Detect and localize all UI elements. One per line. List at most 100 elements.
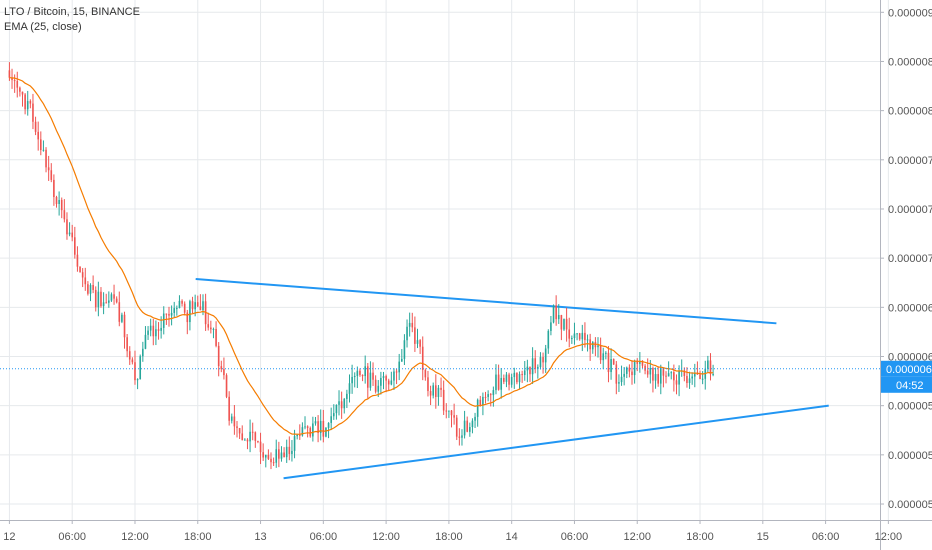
candle-body (257, 440, 259, 442)
candle-body (309, 427, 312, 437)
candle (670, 371, 673, 380)
support-trendline (283, 404, 829, 480)
candle (142, 341, 144, 362)
candle-body (176, 308, 178, 310)
candle-body (500, 377, 503, 390)
candle-body (55, 197, 58, 205)
candle (45, 147, 47, 173)
current-price-value: 0.00000610 (886, 364, 932, 376)
candle (236, 421, 238, 438)
candle-body (495, 374, 497, 391)
candle-body (691, 376, 693, 379)
candle-body (332, 413, 335, 417)
candle (105, 293, 108, 304)
time-axis[interactable]: 12 06:00 12:00 18:00 13 06:00 12:00 18:00 14 06:0… (0, 520, 932, 543)
candle (170, 305, 173, 326)
candle (157, 322, 160, 340)
candle (673, 364, 675, 392)
candle-body (372, 372, 374, 380)
candle (267, 449, 270, 461)
candle-body (87, 284, 89, 294)
candle (508, 372, 510, 391)
candle-body (270, 458, 272, 463)
candle (529, 366, 531, 382)
candle-body (458, 436, 461, 438)
price-tick-label: 0.00000780 (888, 155, 932, 167)
candle (189, 299, 191, 331)
time-tick-label: 18:00 (184, 531, 212, 543)
candle-body (186, 312, 189, 323)
candle-body (251, 431, 254, 433)
candle (693, 363, 696, 388)
price-tick-label: 0.00000540 (888, 450, 932, 462)
candle-body (123, 314, 126, 338)
candle (359, 368, 361, 377)
candle-body (654, 374, 657, 381)
candle (584, 322, 586, 348)
candle-body (406, 326, 408, 341)
candle-body (605, 352, 607, 354)
candle-body (325, 427, 327, 437)
candle (675, 374, 678, 395)
price-axis[interactable]: 0.00000500 0.00000540 0.00000580 0.00000620… (880, 0, 932, 550)
time-tick-label: 14 (506, 531, 518, 543)
candle-body (675, 380, 678, 385)
candle-body (207, 324, 210, 328)
candle (463, 410, 466, 439)
candle-body (628, 367, 631, 372)
candle-body (278, 449, 280, 459)
candle-body (678, 371, 680, 385)
candle (427, 370, 429, 397)
candle-body (330, 416, 332, 423)
candle-body (230, 416, 233, 421)
candle (259, 432, 262, 465)
price-tick-label: 0.00000860 (888, 56, 932, 68)
candle (686, 367, 688, 388)
candle (113, 284, 115, 305)
candle (372, 362, 374, 386)
candle (610, 348, 612, 380)
candle (691, 372, 693, 385)
candle (382, 371, 385, 390)
candle (168, 306, 170, 327)
candle-body (612, 359, 615, 365)
candle (81, 268, 84, 288)
candle (212, 327, 215, 339)
candle (181, 299, 183, 307)
candle (623, 367, 625, 386)
candle-body (414, 327, 416, 344)
candle-body (537, 366, 539, 369)
candle (542, 352, 544, 374)
candle-body (353, 375, 356, 377)
candle-body (152, 325, 155, 337)
candle (152, 318, 155, 346)
candle (199, 294, 202, 311)
candle (482, 392, 484, 416)
candle (102, 292, 105, 315)
candle (60, 197, 63, 219)
candle (283, 447, 285, 458)
candle-body (445, 410, 448, 412)
candle (526, 359, 529, 383)
candle-body (461, 435, 463, 438)
candle (176, 305, 178, 316)
candle-body (421, 346, 424, 370)
candle (155, 320, 157, 346)
candle-body (361, 374, 364, 377)
candle-body (335, 404, 338, 414)
candle (191, 296, 194, 314)
candle (385, 374, 387, 393)
candle-body (516, 372, 518, 383)
candle-body (707, 360, 709, 369)
candle-body (202, 301, 204, 311)
candle-body (298, 434, 301, 436)
candle (126, 334, 128, 358)
candle-body (327, 422, 330, 428)
price-tick-label: 0.00000580 (888, 401, 932, 413)
candle (374, 375, 377, 394)
time-tick-label: 06:00 (812, 531, 840, 543)
candle-body (599, 345, 602, 361)
candle (586, 334, 589, 352)
candle-body (521, 374, 523, 376)
